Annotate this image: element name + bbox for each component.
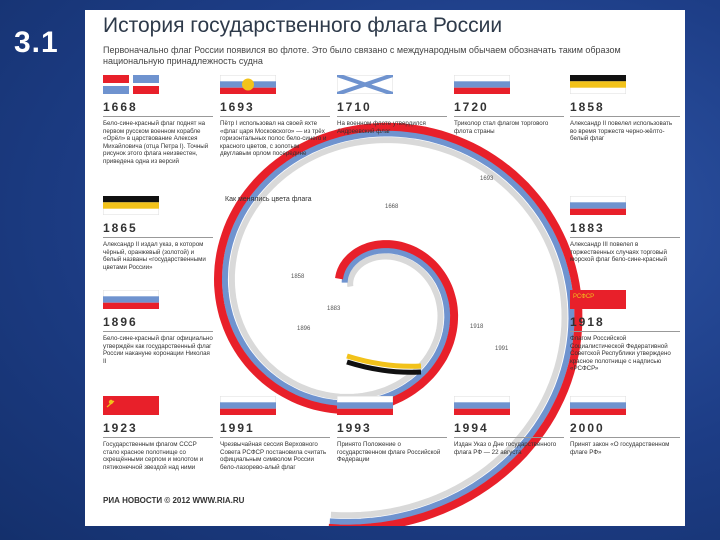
entry-description: Флагом Российской Социалистической Федер… xyxy=(570,335,671,373)
white-blue-red-flag-icon xyxy=(454,396,510,415)
white-blue-red-flag-icon xyxy=(103,290,159,309)
rsfsr-flag-icon: РСФСР xyxy=(570,290,626,309)
timeline-entry: 1991 Чрезвычайная сессия Верховного Сове… xyxy=(220,396,330,471)
timeline-entry: 1720 Триколор стал флагом торгового флот… xyxy=(454,75,564,135)
footer-credit: РИА НОВОСТИ © 2012 WWW.RIA.RU xyxy=(103,496,245,505)
timeline-entry: 1896 Бело-сине-красный флаг официально у… xyxy=(103,290,213,365)
spiral-year-label: 1896 xyxy=(297,326,311,332)
entry-year: 1865 xyxy=(103,221,213,238)
poster-title: История государственного флага России xyxy=(103,14,503,37)
spiral-band-black xyxy=(346,359,422,375)
spiral-band-blue xyxy=(221,130,575,525)
timeline-entry: 1883 Александр III повелел в торжественн… xyxy=(570,196,680,264)
spiral-year-label: 1668 xyxy=(385,204,399,210)
entry-description: Бело-сине-красный флаг поднят на первом … xyxy=(103,120,209,165)
spiral-band-grey xyxy=(228,137,568,519)
st-andrew-flag-icon xyxy=(337,75,393,94)
entry-description: Чрезвычайная сессия Верховного Совета РС… xyxy=(220,441,327,471)
black-gold-white-flag-icon xyxy=(570,75,626,94)
timeline-entry: 1858 Александр II повелел использовать в… xyxy=(570,75,680,143)
timeline-entry: 1668 Бело-сине-красный флаг поднят на пе… xyxy=(103,75,213,166)
spiral-year-label: 1883 xyxy=(327,306,341,312)
timeline-entry: РСФСР 1918 Флагом Российской Социалистич… xyxy=(570,290,680,373)
entry-year: 1693 xyxy=(220,100,330,117)
entry-year: 1858 xyxy=(570,100,680,117)
entry-description: Бело-сине-красный флаг официально утверж… xyxy=(103,335,213,365)
entry-description: На военном флоте утвердился Андреевский … xyxy=(337,120,426,135)
timeline-entry: 1865 Александр II издал указ, в котором … xyxy=(103,196,213,271)
white-blue-red-flag-icon xyxy=(337,396,393,415)
rsfsr-flag-text: РСФСР xyxy=(573,294,594,300)
spiral-year-label: 1991 xyxy=(495,346,509,352)
tsar-eagle-tricolor-icon xyxy=(220,75,276,94)
entry-year: 1883 xyxy=(570,221,680,238)
ussr-flag-icon xyxy=(103,396,159,415)
spiral-year-label: 1858 xyxy=(291,274,305,280)
entry-year: 1668 xyxy=(103,100,213,117)
spiral-year-label: 1693 xyxy=(480,176,494,182)
ship-cross-flag-icon xyxy=(103,75,159,94)
entry-description: Принят закон «О государственном флаге РФ… xyxy=(570,441,670,456)
poster-subtitle: Первоначально флаг России появился во фл… xyxy=(103,45,621,66)
entry-year: 1720 xyxy=(454,100,564,117)
entry-year: 1896 xyxy=(103,315,213,332)
entry-description: Принято Положение о государственном флаг… xyxy=(337,441,441,464)
entry-description: Александр II повелел использовать во вре… xyxy=(570,120,673,143)
spiral-band-gold xyxy=(346,353,422,369)
entry-description: Пётр I использовал на своей яхте «флаг ц… xyxy=(220,120,327,158)
entry-description: Александр III повелел в торжественных сл… xyxy=(570,241,667,264)
timeline-entry: 1710 На военном флоте утвердился Андреев… xyxy=(337,75,447,135)
entry-year: 1991 xyxy=(220,421,330,438)
entry-description: Издан Указ о Дне государственного флага … xyxy=(454,441,557,456)
entry-year: 2000 xyxy=(570,421,680,438)
entry-description: Государственным флагом СССР стало красно… xyxy=(103,441,204,471)
entry-description: Александр II издал указ, в котором чёрны… xyxy=(103,241,206,271)
timeline-entry: 1923 Государственным флагом СССР стало к… xyxy=(103,396,213,471)
white-blue-red-flag-icon xyxy=(454,75,510,94)
timeline-entry: 2000 Принят закон «О государственном фла… xyxy=(570,396,680,456)
entry-year: 1710 xyxy=(337,100,447,117)
entry-year: 1994 xyxy=(454,421,564,438)
entry-year: 1923 xyxy=(103,421,213,438)
timeline-entry: 1693 Пётр I использовал на своей яхте «ф… xyxy=(220,75,330,158)
entry-description: Триколор стал флагом торгового флота стр… xyxy=(454,120,549,135)
timeline-entry: 1993 Принято Положение о государственном… xyxy=(337,396,447,464)
timeline-entry: 1994 Издан Указ о Дне государственного ф… xyxy=(454,396,564,456)
entry-year: 1918 xyxy=(570,315,680,332)
white-blue-red-flag-icon xyxy=(220,396,276,415)
entry-year: 1993 xyxy=(337,421,447,438)
white-blue-red-flag-icon xyxy=(570,196,626,215)
black-gold-white-flag-icon xyxy=(103,196,159,215)
infographic-poster: История государственного флага России Пе… xyxy=(85,10,685,526)
spiral-year-label: 1918 xyxy=(470,324,484,330)
white-blue-red-flag-icon xyxy=(570,396,626,415)
slide-number: 3.1 xyxy=(14,26,59,59)
spiral-label: Как менялись цвета флага xyxy=(225,196,312,203)
